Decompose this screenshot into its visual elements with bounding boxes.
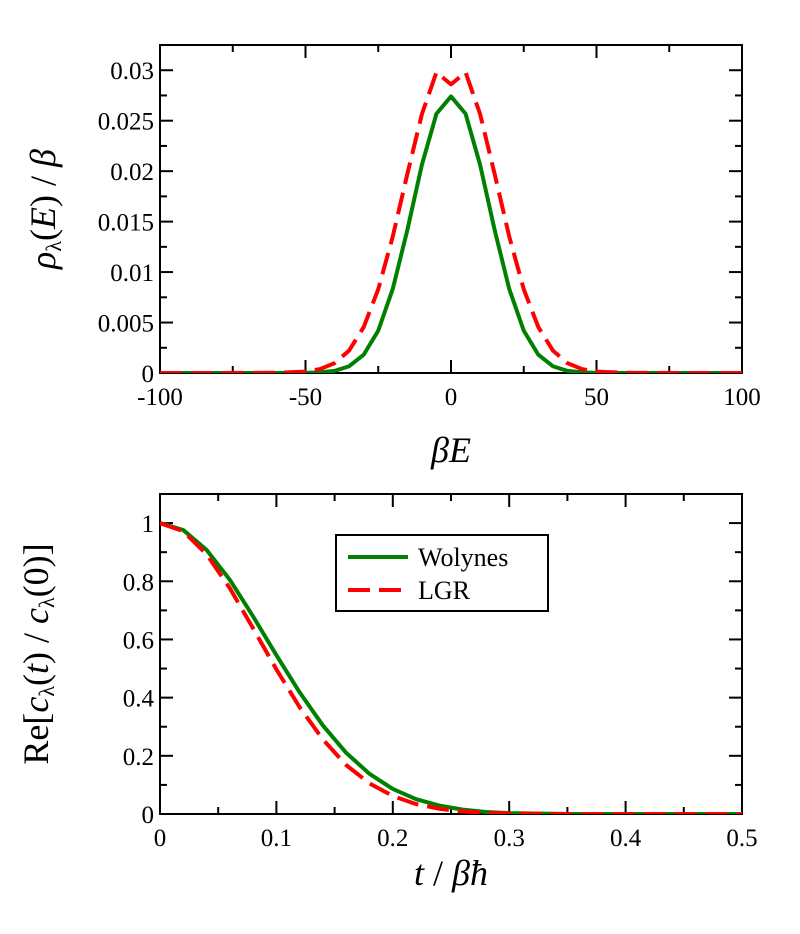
y-axis-title-part: ) / bbox=[16, 624, 56, 664]
y-tick-label: 0.8 bbox=[123, 569, 154, 596]
y-tick-label: 0 bbox=[142, 361, 155, 388]
y-axis-title-part: (0)] bbox=[16, 543, 56, 597]
x-tick-label: 0.4 bbox=[610, 825, 642, 852]
y-tick-label: 0.01 bbox=[110, 260, 154, 287]
series-line-wolynes bbox=[160, 94, 742, 373]
y-tick-label: 1 bbox=[142, 511, 155, 538]
legend-label-lgr: LGR bbox=[418, 576, 471, 605]
x-tick-label: 0 bbox=[445, 384, 458, 411]
y-axis-title-part: Re[ bbox=[16, 713, 56, 765]
y-axis-title-part: β bbox=[23, 149, 63, 168]
y-tick-label: 0.025 bbox=[98, 109, 154, 136]
y-axis-title: ρλ(E) / β bbox=[23, 149, 66, 270]
panel-bottom-correlation-function: 0 0.1 0.2 0.3 0.4 0.500.20.40.60.81t / βħRe[c… bbox=[16, 493, 758, 893]
y-axis-title-part: ) / bbox=[23, 167, 63, 207]
y-axis-title-part: E bbox=[23, 207, 63, 230]
y-tick-label: 0.2 bbox=[123, 744, 154, 771]
x-axis-title-part: t bbox=[414, 853, 425, 893]
x-tick-label: 0 bbox=[154, 825, 167, 852]
y-tick-label: 0.6 bbox=[123, 627, 154, 654]
x-axis-title-part: β bbox=[430, 430, 449, 470]
y-axis-title: Re[cλ(t) / cλ(0)] bbox=[16, 543, 59, 764]
y-axis-title-part: c bbox=[16, 697, 56, 713]
legend-label-wolynes: Wolynes bbox=[418, 543, 508, 572]
y-tick-label: 0.4 bbox=[123, 686, 155, 713]
x-axis-title-part: / bbox=[424, 853, 452, 893]
series-line-lgr bbox=[160, 70, 742, 373]
x-tick-label: -100 bbox=[137, 384, 183, 411]
legend-box bbox=[335, 534, 549, 612]
y-tick-label: 0 bbox=[142, 802, 155, 829]
y-tick-label: 0.005 bbox=[98, 311, 154, 338]
x-axis-title: βE bbox=[430, 430, 471, 470]
series-line-lgr bbox=[160, 521, 742, 814]
y-tick-label: 0.015 bbox=[98, 210, 154, 237]
x-tick-label: -50 bbox=[289, 384, 322, 411]
x-axis-title-part: E bbox=[448, 430, 471, 470]
plot-frame bbox=[159, 44, 743, 374]
y-axis-title-part: ( bbox=[23, 229, 63, 241]
y-axis-title-part: ρ bbox=[23, 252, 63, 270]
panel-top-density-of-states: -100 -50 0 50 100 0 0.005 0.01 0.015 0.02 0.025 0.0… bbox=[23, 44, 761, 470]
y-axis-title-part: λ bbox=[34, 597, 59, 608]
x-axis-title-part: βħ bbox=[451, 853, 488, 893]
y-tick-label: 0.03 bbox=[110, 58, 154, 85]
legend: Wolynes LGR bbox=[335, 534, 549, 612]
x-tick-label: 0.5 bbox=[726, 825, 757, 852]
x-tick-label: 50 bbox=[584, 384, 609, 411]
x-tick-label: 0.3 bbox=[494, 825, 525, 852]
y-axis-title-part: λ bbox=[41, 241, 66, 252]
x-tick-label: 100 bbox=[723, 384, 761, 411]
x-axis-title: t / βħ bbox=[414, 853, 488, 893]
y-axis-title-part: c bbox=[16, 608, 56, 624]
y-axis-title-part: ( bbox=[16, 674, 56, 686]
x-tick-label: 0.1 bbox=[261, 825, 292, 852]
y-axis-title-part: t bbox=[16, 663, 56, 674]
x-tick-label: 0.2 bbox=[377, 825, 408, 852]
y-axis-title-part: λ bbox=[34, 686, 59, 697]
y-tick-label: 0.02 bbox=[110, 159, 154, 186]
